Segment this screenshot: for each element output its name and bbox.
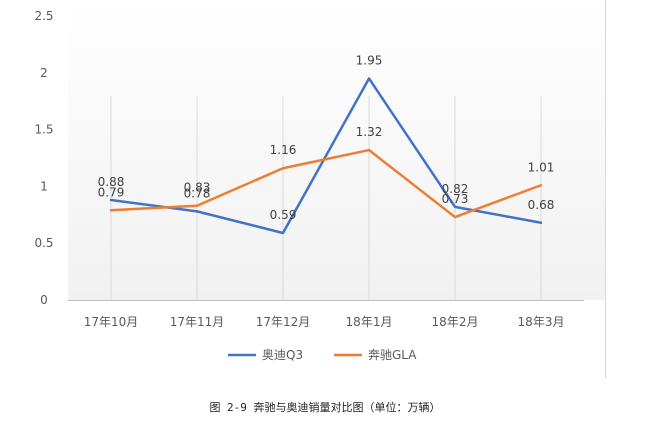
y-tick-label: 0 (40, 293, 48, 307)
data-label: 0.78 (184, 186, 211, 200)
y-tick-label: 1 (40, 179, 48, 193)
legend: 奥迪Q3 奔驰GLA (228, 348, 417, 362)
data-label: 1.01 (528, 160, 555, 174)
data-label: 0.59 (270, 208, 297, 222)
data-label: 0.68 (528, 198, 555, 212)
grid-lines (110, 96, 542, 300)
y-tick-label: 2.5 (34, 9, 53, 23)
data-label: 0.83 (184, 181, 211, 195)
x-tick-label: 18年3月 (518, 315, 565, 329)
data-label: 1.95 (356, 53, 383, 67)
data-label: 1.32 (356, 125, 383, 139)
data-label: 0.82 (442, 182, 469, 196)
data-label: 0.79 (98, 185, 125, 199)
x-tick-label: 18年1月 (346, 315, 393, 329)
series-lines (109, 77, 543, 235)
x-tick-label: 17年12月 (256, 315, 311, 329)
x-tick-label: 17年11月 (170, 315, 225, 329)
x-tick-label: 18年2月 (432, 315, 479, 329)
axes: 0 0.5 1 1.5 2 2.5 17年10月 17年11月 17年12月 18年1月 18年2月… (34, 9, 584, 329)
legend-label: 奔驰GLA (368, 348, 417, 362)
y-tick-label: 0.5 (34, 236, 53, 250)
plot-background (68, 0, 606, 300)
figure-caption: 图 2-9 奔驰与奥迪销量对比图（单位：万辆） (209, 400, 440, 414)
data-labels: 0.88 0.78 0.59 1.95 0.82 0.68 0.79 0.83 1.16 1.32… (98, 53, 555, 221)
y-tick-label: 2 (40, 66, 48, 80)
data-label: 0.73 (442, 192, 469, 206)
series-line-1 (109, 77, 543, 235)
series-line-2 (109, 148, 543, 219)
y-tick-label: 1.5 (34, 123, 53, 137)
legend-label: 奥迪Q3 (262, 348, 303, 362)
data-label: 1.16 (270, 143, 297, 157)
x-tick-label: 17年10月 (84, 315, 139, 329)
data-label: 0.88 (98, 175, 125, 189)
